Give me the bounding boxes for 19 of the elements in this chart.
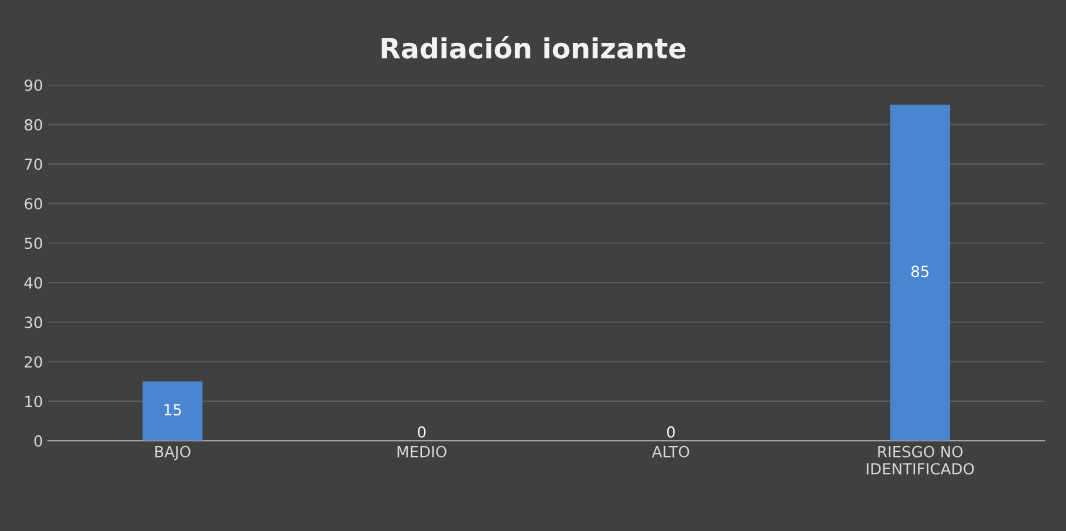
data-label: 15 bbox=[164, 404, 181, 416]
y-tick-label: 10 bbox=[25, 395, 43, 408]
data-label: 0 bbox=[417, 426, 426, 438]
x-tick-label: ALTO bbox=[651, 445, 690, 458]
y-tick-label: 70 bbox=[24, 158, 43, 171]
y-tick-label: 60 bbox=[24, 198, 43, 210]
x-tick-label: RIESGO NO IDENTIFICADO bbox=[866, 445, 974, 475]
y-tick-label: 40 bbox=[24, 277, 43, 289]
chart-title: Radiación ionizante bbox=[381, 36, 686, 59]
y-tick-label: 20 bbox=[24, 356, 43, 368]
y-tick-label: 80 bbox=[24, 118, 43, 131]
y-tick-label: 90 bbox=[24, 79, 43, 91]
x-tick-label: BAJO bbox=[155, 445, 191, 461]
y-tick-label: 30 bbox=[24, 316, 43, 329]
x-tick-label: MEDIO bbox=[397, 445, 447, 458]
y-tick-label: 0 bbox=[34, 435, 43, 447]
data-label: 0 bbox=[667, 426, 675, 438]
data-label: 85 bbox=[911, 265, 929, 278]
y-tick-label: 50 bbox=[24, 237, 43, 250]
